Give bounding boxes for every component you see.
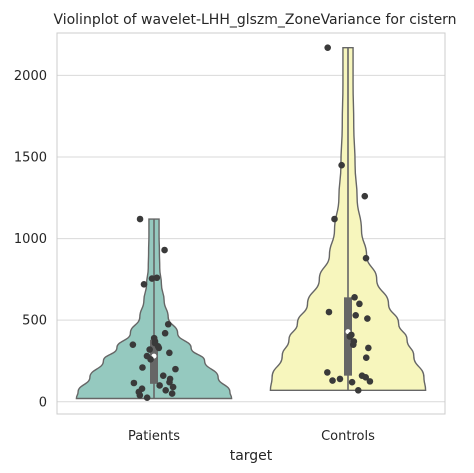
data-point <box>130 379 138 387</box>
data-point <box>169 383 177 391</box>
data-point <box>161 329 169 337</box>
violins <box>75 46 427 400</box>
y-tick-label: 500 <box>22 314 47 329</box>
data-point <box>352 311 359 319</box>
data-point <box>143 394 151 401</box>
data-point <box>324 44 331 51</box>
data-point <box>349 341 357 348</box>
data-point <box>329 377 336 384</box>
data-point <box>139 364 146 371</box>
data-point <box>338 161 345 169</box>
data-point <box>348 378 356 386</box>
x-tick-label: Controls <box>321 429 375 444</box>
data-point <box>346 333 354 340</box>
data-point <box>168 390 176 397</box>
y-tick-labels: 0 500 1000 1500 2000 <box>14 69 47 410</box>
data-point <box>366 378 374 385</box>
data-point <box>162 387 169 394</box>
data-point <box>159 372 167 379</box>
data-point <box>351 294 358 301</box>
plot-frame <box>56 32 446 415</box>
data-point <box>362 254 370 262</box>
data-point <box>362 373 370 381</box>
data-point <box>156 382 163 389</box>
data-point <box>354 387 362 394</box>
data-point <box>155 344 163 352</box>
data-point <box>161 246 168 254</box>
data-point <box>147 356 154 363</box>
data-point <box>364 315 371 322</box>
data-point <box>361 192 369 200</box>
y-tick-label: 1000 <box>14 232 47 247</box>
data-point <box>324 369 331 376</box>
data-point <box>362 354 370 362</box>
y-tick-label: 2000 <box>14 69 47 84</box>
x-tick-labels: Patients Controls <box>128 429 375 444</box>
data-point <box>166 349 173 357</box>
y-tick-label: 0 <box>39 395 47 410</box>
data-point <box>140 280 148 288</box>
data-point <box>325 308 333 316</box>
data-point <box>148 275 156 282</box>
data-point <box>136 391 144 399</box>
x-tick-label: Patients <box>128 429 180 444</box>
data-points <box>129 44 374 401</box>
iqr-box-patients <box>150 339 158 384</box>
data-point <box>336 375 344 383</box>
chart-title: Violinplot of wavelet-LHH_glszm_ZoneVari… <box>53 12 456 28</box>
data-point <box>356 300 363 308</box>
data-point <box>365 344 372 352</box>
data-point <box>146 346 153 353</box>
x-axis-title: target <box>230 448 273 464</box>
data-point <box>166 378 173 386</box>
data-point <box>331 215 338 223</box>
data-point <box>136 215 144 223</box>
y-tick-label: 1500 <box>14 151 47 166</box>
data-point <box>164 320 172 328</box>
data-point <box>129 341 137 348</box>
data-point <box>172 365 179 373</box>
